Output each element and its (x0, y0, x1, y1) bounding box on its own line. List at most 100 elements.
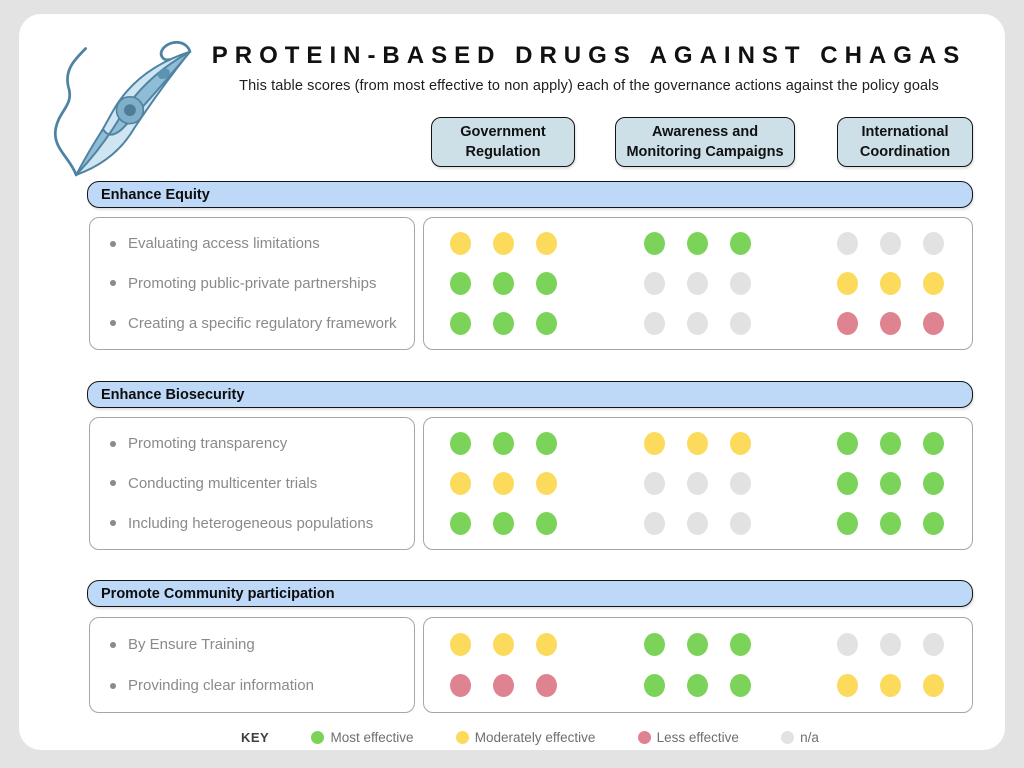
score-dot-yellow (450, 232, 471, 256)
score-cell (450, 232, 557, 256)
poster-card: PROTEIN-BASED DRUGS AGAINST CHAGAS This … (19, 14, 1005, 750)
score-cell (837, 674, 944, 697)
score-dot-na (643, 511, 665, 535)
parasite-flagellum (53, 47, 88, 177)
score-cell (643, 674, 751, 697)
score-cell (643, 432, 751, 456)
score-dot-green (493, 311, 514, 335)
legend-item-most-effective: Most effective (311, 729, 414, 745)
goal-item: Promoting transparency (110, 435, 406, 452)
score-dot-yellow (729, 432, 751, 456)
score-dot-red (493, 674, 514, 697)
score-dot-green (923, 432, 944, 456)
red-dot-icon (637, 730, 651, 744)
goal-item: Including heterogeneous populations (110, 515, 406, 532)
score-cell (837, 633, 944, 656)
score-dot-green (729, 633, 751, 656)
goal-item: By Ensure Training (110, 636, 406, 653)
score-dot-yellow (880, 271, 901, 295)
goal-item: Promoting public-private partnerships (110, 275, 406, 292)
gray-dot-icon (781, 730, 795, 744)
score-dot-green (923, 511, 944, 535)
section-header-enhance-equity: Enhance Equity (87, 181, 973, 208)
section-header-enhance-biosecurity: Enhance Biosecurity (87, 381, 973, 408)
goal-label: Promoting transparency (128, 435, 288, 453)
score-cell (643, 311, 751, 335)
score-dot-red (450, 674, 471, 697)
score-dot-na (880, 633, 901, 656)
score-dot-green (686, 633, 708, 656)
score-dot-na (729, 271, 751, 295)
score-dot-yellow (493, 633, 514, 656)
score-row (450, 432, 944, 456)
score-dot-green (536, 311, 557, 335)
score-dot-yellow (536, 232, 557, 256)
legend-item-less-effective: Less effective (637, 730, 739, 745)
score-dot-green (643, 232, 665, 256)
score-dot-green (450, 271, 471, 295)
score-cell (450, 471, 557, 495)
scores-box-promote-community-participation (423, 617, 973, 713)
score-dot-na (643, 311, 665, 335)
score-dot-green (493, 271, 514, 295)
parasite-nucleolus (123, 104, 136, 117)
score-cell (643, 471, 751, 495)
score-cell (450, 511, 557, 535)
score-dot-green (923, 471, 944, 495)
score-dot-yellow (837, 271, 858, 295)
score-dot-na (729, 471, 751, 495)
score-dot-yellow (493, 232, 514, 256)
column-header-awareness-monitoring-campaigns: Awareness and Monitoring Campaigns (615, 117, 795, 167)
score-dot-green (729, 232, 751, 256)
goal-item: Creating a specific regulatory framework (110, 315, 406, 332)
goal-item: Provinding clear information (110, 677, 406, 694)
score-cell (450, 311, 557, 335)
bullet-icon (110, 320, 116, 327)
score-dot-green (686, 674, 708, 697)
goals-box-enhance-biosecurity: Promoting transparency Conducting multic… (89, 417, 415, 550)
bullet-icon (110, 440, 116, 447)
scores-box-enhance-equity (423, 217, 973, 350)
score-dot-yellow (686, 432, 708, 456)
legend-item-label: Moderately effective (474, 729, 596, 745)
goal-item: Evaluating access limitations (110, 235, 406, 252)
bullet-icon (110, 682, 116, 689)
score-dot-red (536, 674, 557, 697)
score-dot-red (837, 311, 858, 335)
score-dot-yellow (450, 633, 471, 656)
goal-label: Provinding clear information (128, 677, 314, 694)
score-dot-green (536, 271, 557, 295)
yellow-dot-icon (455, 730, 469, 744)
score-dot-na (643, 271, 665, 295)
score-dot-green (643, 674, 665, 697)
score-cell (643, 232, 751, 256)
page-subtitle: This table scores (from most effective t… (239, 78, 939, 94)
score-cell (837, 432, 944, 456)
score-dot-yellow (536, 633, 557, 656)
legend-item-na: n/a (781, 730, 819, 745)
score-row (450, 232, 944, 256)
score-dot-na (686, 511, 708, 535)
score-cell (450, 674, 557, 697)
bullet-icon (110, 641, 116, 648)
score-dot-green (536, 432, 557, 456)
score-dot-yellow (837, 674, 858, 697)
score-dot-yellow (536, 471, 557, 495)
score-dot-yellow (923, 674, 944, 697)
trypanosoma-parasite-icon (53, 41, 192, 177)
bullet-icon (110, 480, 116, 487)
score-dot-green (837, 511, 858, 535)
goal-label: Including heterogeneous populations (128, 514, 374, 532)
score-cell (837, 471, 944, 495)
legend-item-label: Most effective (330, 729, 414, 745)
score-dot-green (450, 432, 471, 456)
score-dot-na (686, 271, 708, 295)
score-dot-yellow (450, 471, 471, 495)
score-row (450, 674, 944, 697)
column-header-government-regulation: Government Regulation (431, 117, 575, 167)
score-dot-green (837, 432, 858, 456)
score-dot-red (923, 311, 944, 335)
score-dot-green (880, 432, 901, 456)
score-dot-green (493, 511, 514, 535)
